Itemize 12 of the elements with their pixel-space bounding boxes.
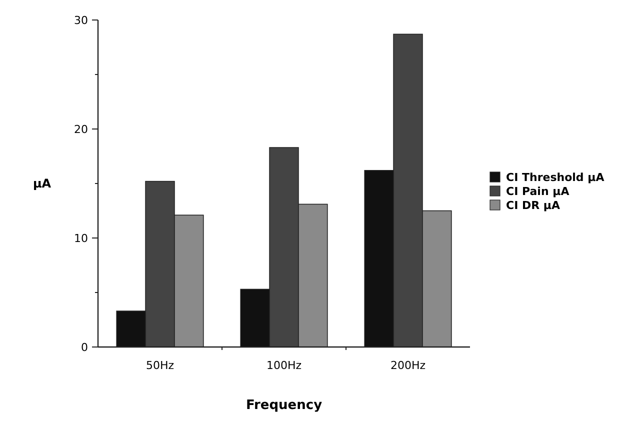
y-axis-title: µA (32, 176, 52, 190)
y-tick-label: 20 (74, 122, 88, 136)
legend-label: CI Pain µA (506, 185, 570, 198)
x-tick-label: 100Hz (266, 359, 302, 372)
legend-label: CI DR µA (506, 199, 561, 212)
legend-label: CI Threshold µA (506, 171, 605, 184)
x-axis-title: Frequency (246, 398, 323, 413)
y-tick-label: 30 (74, 14, 88, 27)
y-tick-label: 10 (74, 232, 88, 245)
y-tick-label: 0 (81, 340, 88, 354)
x-tick-label: 50Hz (146, 359, 174, 372)
x-tick-label: 200Hz (390, 359, 426, 372)
